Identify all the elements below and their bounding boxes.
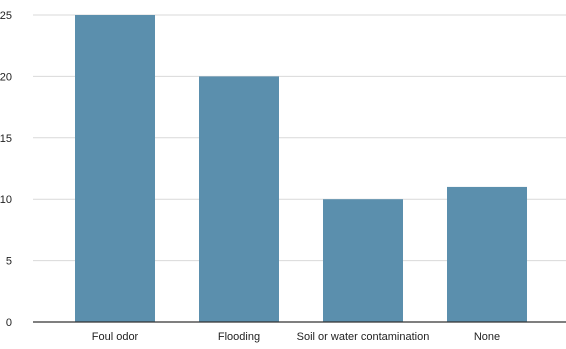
bar-foul-odor (75, 15, 155, 322)
x-tick-label: Soil or water contamination (297, 331, 430, 343)
y-tick-label: 15 (0, 133, 12, 145)
y-tick-label: 5 (6, 256, 12, 268)
x-tick-labels: Foul odor Flooding Soil or water contamina… (92, 331, 500, 343)
y-tick-labels: 0 5 10 15 20 25 (0, 10, 12, 329)
bar-soil-or-water-contamination (323, 199, 403, 322)
y-tick-label: 10 (0, 194, 12, 206)
x-tick-label: Flooding (218, 331, 260, 343)
y-tick-label: 20 (0, 71, 12, 83)
bars (75, 15, 527, 323)
x-tick-label: Foul odor (92, 331, 139, 343)
bar-flooding (199, 76, 279, 323)
bar-none (447, 186, 527, 322)
x-tick-label: None (474, 331, 500, 343)
y-tick-label: 0 (6, 317, 12, 329)
y-tick-label: 25 (0, 10, 12, 22)
